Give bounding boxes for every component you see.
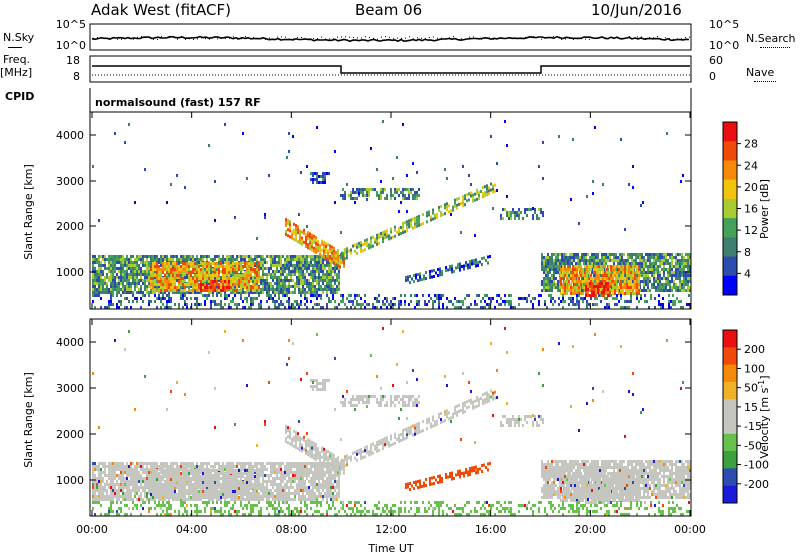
x-tick-label: 00:00	[76, 523, 108, 536]
nave-tick-low: 0	[709, 70, 716, 83]
colorbar-tick: -50	[744, 439, 762, 452]
x-axis-label: Time UT	[367, 542, 413, 554]
colorbar-tick: 50	[744, 382, 758, 395]
velocity-colorbar-ticks: 200 100 50 15 -15 -50 -100 -200	[737, 343, 769, 491]
colorbar-tick: 16	[744, 203, 758, 216]
power-y-tick-4000: 4000	[56, 129, 84, 142]
velocity-y-tick-3000: 3000	[56, 382, 84, 395]
colorbar-tick: 4	[744, 267, 751, 280]
nsky-label: N.Sky	[3, 31, 35, 44]
freq-trace	[92, 65, 690, 74]
nsky-trace	[91, 35, 690, 43]
velocity-y-label: Slant Range [km]	[22, 372, 35, 468]
velocity-y-tick-1000: 1000	[56, 474, 84, 487]
nsky-panel-frame	[89, 23, 692, 51]
freq-tick-high: 18	[66, 54, 80, 67]
velocity-heatmap	[92, 327, 691, 516]
x-tick-label: 08:00	[275, 523, 307, 536]
colorbar-tick: 200	[744, 343, 765, 356]
power-y-tick-3000: 3000	[56, 175, 84, 188]
nsearch-tick-low: 10^0	[709, 39, 739, 52]
x-tick-label: 20:00	[574, 523, 606, 536]
power-y-tick-2000: 2000	[56, 220, 84, 233]
velocity-colorbar	[723, 330, 737, 504]
velocity-y-tick-2000: 2000	[56, 428, 84, 441]
x-tick-label: 16:00	[475, 523, 507, 536]
station-title: Adak West (fitACF)	[91, 1, 231, 19]
colorbar-tick: 24	[744, 159, 758, 172]
nsearch-legend-line	[760, 47, 790, 48]
nsearch-label: N.Search	[746, 32, 796, 45]
colorbar-tick: 12	[744, 224, 758, 237]
velocity-y-axis: 1000 2000 3000 4000	[56, 336, 691, 487]
colorbar-tick: 8	[744, 246, 751, 259]
power-colorbar	[723, 122, 737, 296]
colorbar-tick: 15	[744, 401, 758, 414]
colorbar-tick: 100	[744, 362, 765, 375]
nsearch-tick-high: 10^5	[709, 18, 739, 31]
x-tick-label: 12:00	[375, 523, 407, 536]
colorbar-tick: 28	[744, 138, 758, 151]
power-y-axis: 1000 2000 3000 4000	[56, 129, 691, 279]
beam-title: Beam 06	[355, 1, 423, 19]
power-heatmap	[92, 120, 691, 309]
nsearch-dots	[93, 36, 690, 40]
power-y-label: Slant Range [km]	[22, 164, 35, 260]
power-colorbar-label: Power [dB]	[758, 179, 771, 239]
velocity-colorbar-frame	[722, 329, 738, 504]
cpid-label: CPID	[5, 90, 35, 103]
velocity-colorbar-label: Velocity [m s-1]	[757, 375, 771, 458]
freq-panel-frame	[89, 55, 692, 83]
nsky-legend-line	[8, 47, 22, 48]
x-tick-label: 00:00	[674, 523, 706, 536]
x-axis: 00:00 04:00 08:00 12:00 16:00 20:00 00:00	[76, 112, 706, 536]
x-tick-label: 04:00	[176, 523, 208, 536]
velocity-y-tick-4000: 4000	[56, 336, 84, 349]
power-y-tick-1000: 1000	[56, 266, 84, 279]
date-title: 10/Jun/2016	[591, 1, 682, 19]
cpid-value: normalsound (fast) 157 RF	[95, 96, 261, 109]
colorbar-tick: 20	[744, 181, 758, 194]
freq-label-2: [MHz]	[0, 66, 33, 79]
nsky-tick-high: 10^5	[56, 18, 86, 31]
nsky-tick-low: 10^0	[56, 39, 86, 52]
power-colorbar-ticks: 28 24 20 16 12 8 4	[737, 138, 758, 280]
nave-label: Nave	[746, 66, 775, 79]
freq-label-1: Freq.	[3, 53, 31, 66]
colorbar-tick: -200	[744, 478, 769, 491]
colorbar-tick: -15	[744, 420, 762, 433]
colorbar-tick: -100	[744, 459, 769, 472]
freq-tick-low: 8	[73, 70, 80, 83]
nave-legend-line	[754, 81, 776, 82]
nave-tick-high: 60	[709, 54, 723, 67]
